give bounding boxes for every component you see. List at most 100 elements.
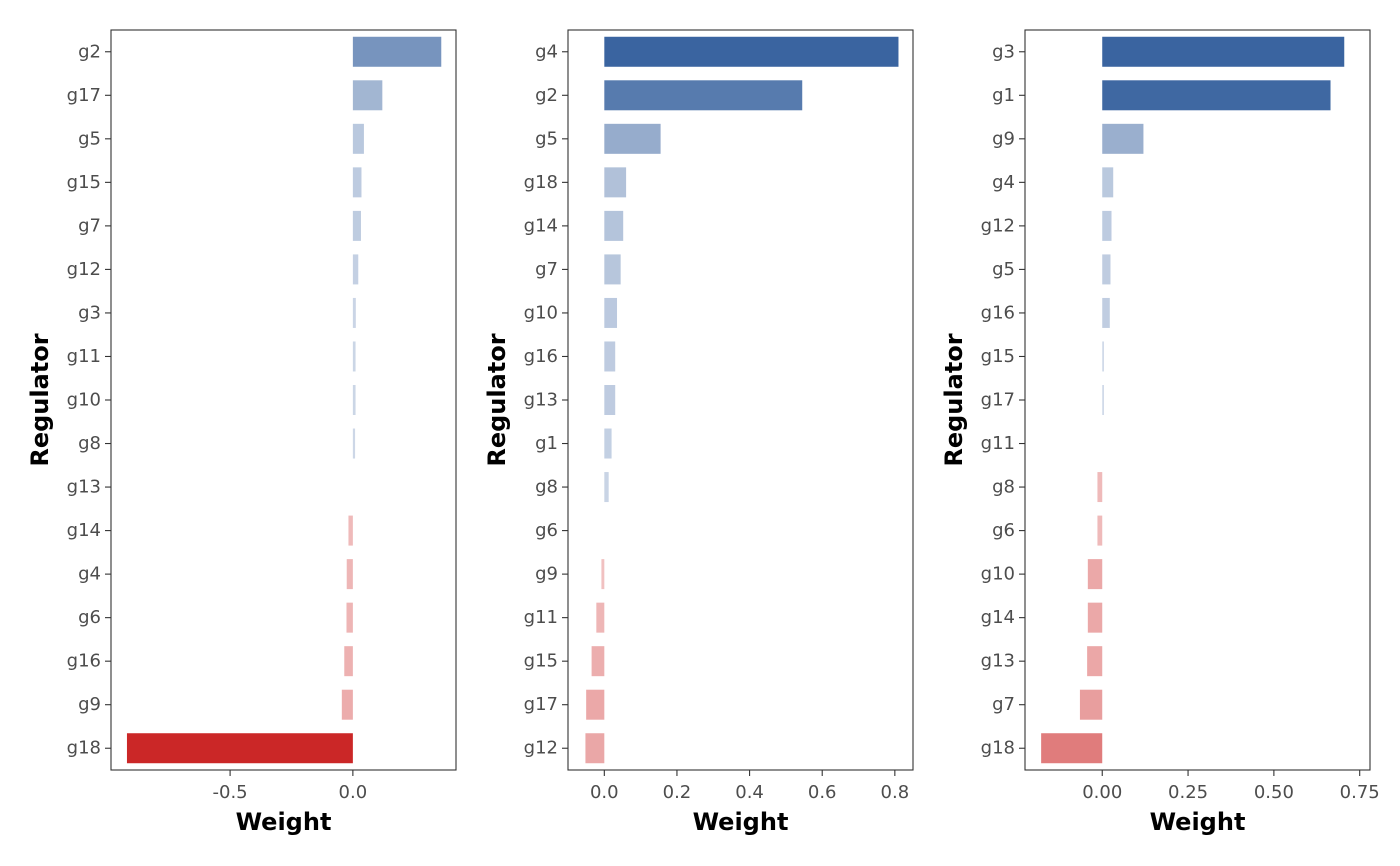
bar-g2	[352, 36, 442, 67]
y-axis-title: Regulator	[483, 333, 511, 466]
bar-g1	[604, 428, 612, 459]
x-tick-label: 0.8	[881, 782, 910, 803]
y-tick-label: g14	[981, 607, 1015, 628]
bar-g5	[352, 123, 364, 154]
y-tick-label: g2	[78, 41, 101, 62]
y-tick-label: g13	[981, 651, 1015, 672]
y-tick-label: g8	[535, 477, 558, 498]
y-axis-title: Regulator	[940, 333, 968, 466]
y-tick-label: g2	[535, 85, 558, 106]
y-tick-label: g18	[981, 738, 1015, 759]
bar-g12	[1102, 210, 1112, 241]
bar-g9	[341, 689, 353, 720]
y-tick-label: g1	[992, 85, 1015, 106]
bar-g8	[352, 428, 356, 459]
bar-g17	[586, 689, 605, 720]
y-tick-label: g14	[67, 520, 101, 541]
bar-g10	[1087, 559, 1103, 590]
y-tick-label: g13	[524, 390, 558, 411]
y-tick-label: g7	[535, 259, 558, 280]
bar-g10	[352, 385, 356, 415]
bar-g12	[352, 254, 359, 285]
y-tick-label: g11	[981, 433, 1015, 454]
bar-g6	[346, 602, 353, 633]
y-tick-label: g17	[67, 85, 101, 106]
y-tick-label: g6	[992, 520, 1015, 541]
x-axis-title: Weight	[693, 808, 789, 836]
y-tick-label: g5	[78, 128, 101, 149]
y-axis-title: Regulator	[26, 333, 54, 466]
y-tick-label: g12	[981, 215, 1015, 236]
x-tick-label: 0.0	[590, 782, 619, 803]
y-tick-label: g13	[67, 477, 101, 498]
bar-g7	[604, 254, 621, 285]
bar-g14	[604, 210, 624, 241]
y-tick-label: g5	[535, 128, 558, 149]
y-tick-label: g11	[67, 346, 101, 367]
y-tick-label: g16	[524, 346, 558, 367]
x-tick-label: 0.4	[735, 782, 764, 803]
y-tick-label: g15	[524, 651, 558, 672]
bar-g18	[604, 167, 627, 198]
y-tick-label: g17	[981, 390, 1015, 411]
x-tick-label: 0.0	[339, 782, 368, 803]
bar-g17	[352, 80, 383, 111]
bar-g16	[604, 341, 616, 372]
bar-g5	[1102, 254, 1111, 285]
bar-g12	[585, 733, 605, 764]
x-tick-label: 0.00	[1082, 782, 1122, 803]
bar-g6	[1097, 515, 1103, 546]
bar-g8	[1097, 472, 1103, 503]
bar-g17	[1102, 385, 1104, 415]
y-tick-label: g12	[524, 738, 558, 759]
bar-g1	[1102, 80, 1331, 111]
y-tick-label: g10	[67, 390, 101, 411]
bar-g4	[346, 559, 353, 590]
bar-g13	[1087, 646, 1103, 677]
bar-g16	[344, 646, 353, 677]
y-tick-label: g3	[78, 302, 101, 323]
bar-g16	[1102, 297, 1110, 328]
y-tick-label: g7	[78, 215, 101, 236]
bar-g4	[1102, 167, 1114, 198]
bar-g14	[1087, 602, 1103, 633]
y-tick-label: g9	[992, 128, 1015, 149]
y-tick-label: g15	[67, 172, 101, 193]
y-tick-label: g4	[535, 41, 558, 62]
panels: g2 g17 g5 g15 g7 g12 g3 g11 g10 g8 g13 g14 g4 g6 g16 g9…	[26, 29, 1380, 836]
bar-g7	[352, 210, 361, 241]
y-tick-label: g6	[535, 520, 558, 541]
bar-g3	[1102, 36, 1345, 67]
y-tick-label: g10	[524, 302, 558, 323]
bar-g15	[352, 167, 362, 198]
y-tick-label: g10	[981, 564, 1015, 585]
bar-g11	[352, 341, 356, 372]
bar-g4	[604, 36, 899, 67]
bar-g11	[596, 602, 605, 633]
y-tick-label: g9	[535, 564, 558, 585]
x-tick-label: -0.5	[213, 782, 248, 803]
y-tick-label: g3	[992, 41, 1015, 62]
bar-g13	[604, 385, 616, 415]
x-tick-label: 0.2	[663, 782, 692, 803]
y-tick-label: g4	[78, 564, 101, 585]
y-tick-label: g9	[78, 694, 101, 715]
x-tick-label: 0.6	[808, 782, 837, 803]
y-tick-label: g7	[992, 694, 1015, 715]
panel-2: g4 g2 g5 g18 g14 g7 g10 g16 g13 g1 g8 g6 g9 g11 g15 g17…	[483, 29, 914, 836]
y-tick-label: g14	[524, 215, 558, 236]
x-axis-title: Weight	[1150, 808, 1246, 836]
y-tick-label: g6	[78, 607, 101, 628]
bar-g9	[601, 559, 605, 590]
panel-1: g2 g17 g5 g15 g7 g12 g3 g11 g10 g8 g13 g14 g4 g6 g16 g9…	[26, 29, 457, 836]
y-tick-label: g8	[78, 433, 101, 454]
bar-g10	[604, 297, 618, 328]
bar-g7	[1079, 689, 1103, 720]
x-tick-label: 0.75	[1340, 782, 1380, 803]
y-tick-label: g8	[992, 477, 1015, 498]
y-tick-label: g1	[535, 433, 558, 454]
y-tick-label: g15	[981, 346, 1015, 367]
bar-g15	[591, 646, 605, 677]
bar-g18	[1041, 733, 1103, 764]
